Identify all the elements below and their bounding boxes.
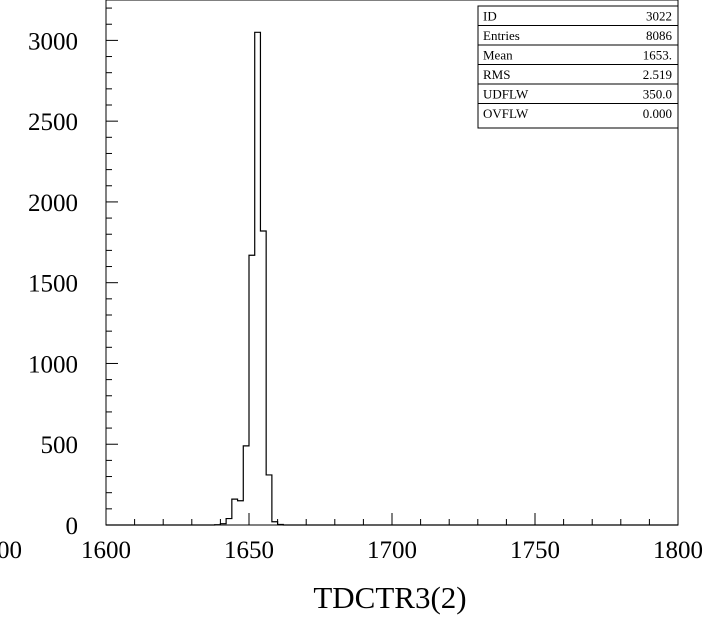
y-tick-label: 3000 [28,28,78,55]
x-axis-ticks [105,513,679,525]
stats-label: RMS [483,67,510,82]
x-tick-label: 1650 [224,537,274,564]
stats-value: 3022 [646,9,672,24]
stats-value: 1653. [643,48,672,63]
y-axis-ticks [106,7,118,526]
histogram-outline [106,31,678,526]
histogram-bin [255,32,261,525]
histogram-bin [266,475,272,525]
stats-value: 350.0 [643,87,672,102]
histogram-bin [249,255,255,525]
stats-label: Entries [483,28,520,43]
stats-label: Mean [483,48,513,63]
stats-value: 2.519 [643,67,672,82]
x-tick-label: 1700 [367,537,417,564]
stats-label: UDFLW [483,87,529,102]
x-tick-label: 1800 [653,537,703,564]
y-tick-label: 1000 [28,351,78,378]
stats-value: 8086 [646,28,673,43]
stats-value: 0.000 [643,106,672,121]
y-tick-label: 1500 [28,271,78,298]
x-tick-label: 1600 [81,537,131,564]
stats-label: ID [483,9,497,24]
histogram-bin [232,499,238,525]
y-tick-label: 500 [41,432,79,459]
y-axis-tick-labels: 0 500 1000 1500 2000 2500 3000 [28,28,78,540]
histogram-bin [260,231,266,525]
y-tick-label: 2000 [28,190,78,217]
stats-box: ID 3022 Entries 8086 Mean 1653. RMS 2.519 UDFLW 3… [477,5,679,129]
histogram-bin [243,446,249,525]
x-axis-title: TDCTR3(2) [313,580,466,615]
stats-box-border [477,5,679,129]
histogram-bin [238,501,244,525]
y-tick-label: 2500 [28,109,78,136]
histogram-bin [226,519,232,525]
x-tick-label: 00 [0,537,22,564]
x-tick-label: 1750 [510,537,560,564]
stats-label: OVFLW [483,106,529,121]
y-tick-label: 0 [66,513,79,540]
x-axis-tick-labels: 00 1600 1650 1700 1750 1800 [0,537,703,564]
stats-rows: ID 3022 Entries 8086 Mean 1653. RMS 2.519 UDFLW 3… [478,9,678,121]
